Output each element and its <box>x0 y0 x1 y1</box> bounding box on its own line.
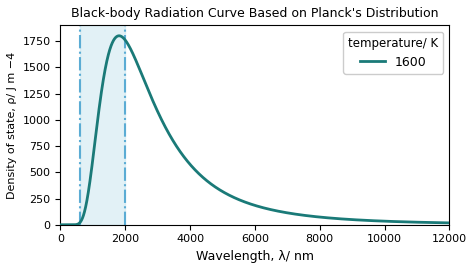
1600 <box>207 181 212 184</box>
X-axis label: Wavelength, λ/ nm: Wavelength, λ/ nm <box>196 250 314 263</box>
Line: 1600: 1600 <box>61 36 449 225</box>
1600 <box>58 223 64 227</box>
Legend: 1600: 1600 <box>343 32 443 74</box>
1600 <box>348 218 354 221</box>
1600 <box>311 215 317 218</box>
1600 <box>116 34 122 38</box>
Y-axis label: Density of state, ρ/ J m −4: Density of state, ρ/ J m −4 <box>7 51 17 199</box>
1600 <box>58 223 64 227</box>
1600 <box>447 221 452 225</box>
1600 <box>128 49 134 52</box>
Bar <box>80 25 125 225</box>
1600 <box>291 212 297 215</box>
1600 <box>378 220 383 223</box>
Title: Black-body Radiation Curve Based on Planck's Distribution: Black-body Radiation Curve Based on Plan… <box>71 7 438 20</box>
